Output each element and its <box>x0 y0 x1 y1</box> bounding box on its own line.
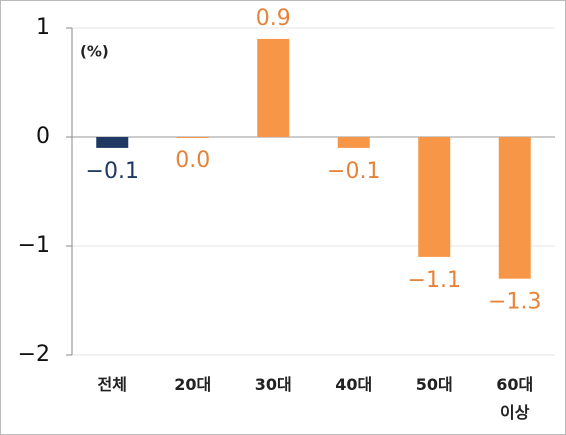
x-tick-label: 40대 <box>335 375 373 394</box>
y-label: (%) <box>80 43 109 61</box>
bar <box>498 137 531 279</box>
bar <box>257 38 290 137</box>
x-tick-label: 60대 이상 <box>496 375 534 422</box>
data-label: −0.1 <box>86 159 139 184</box>
x-tick-label: 20대 <box>174 375 212 394</box>
x-tick-label: 전체 <box>97 375 127 394</box>
bar <box>418 137 451 257</box>
bar <box>176 137 209 138</box>
data-label: −1.1 <box>408 268 461 293</box>
bar <box>96 137 129 148</box>
data-label: −1.3 <box>488 290 541 315</box>
bar <box>337 137 370 148</box>
y-tick-label: 0 <box>36 124 50 149</box>
y-tick-label: −2 <box>18 342 50 367</box>
data-label: −0.1 <box>327 159 380 184</box>
data-label: 0.0 <box>175 148 210 173</box>
x-tick-label: 50대 <box>415 375 453 394</box>
data-label: 0.9 <box>256 6 291 31</box>
y-tick-label: −1 <box>18 233 50 258</box>
x-tick-label: 30대 <box>254 375 292 394</box>
y-tick-label: 1 <box>36 15 50 40</box>
